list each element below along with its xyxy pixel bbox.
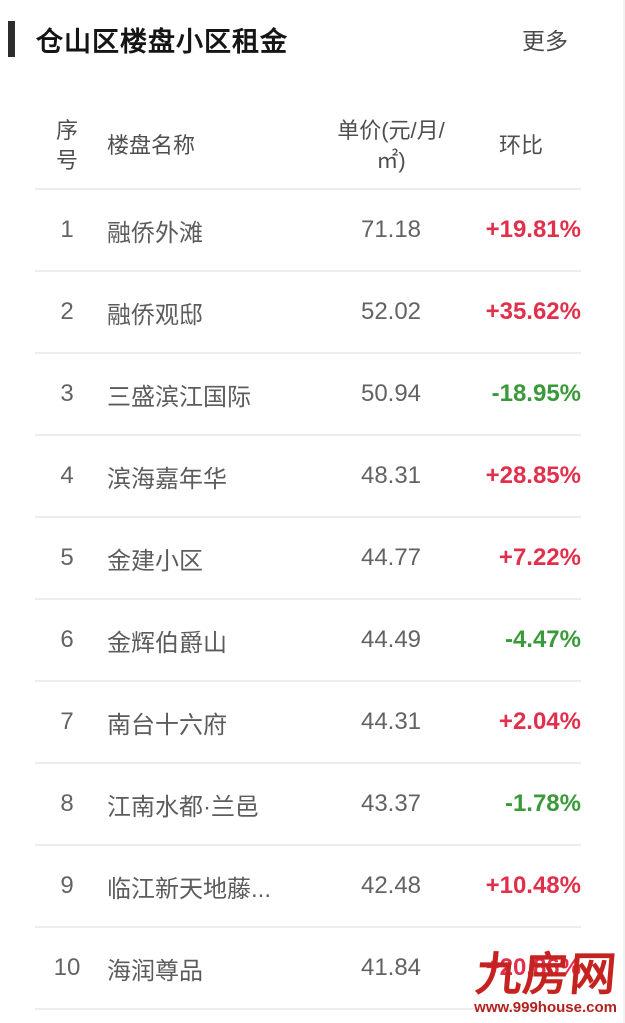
- property-name[interactable]: 三盛滨江国际: [107, 383, 251, 411]
- rent-price: 52.02: [360, 298, 422, 325]
- row-index: 9: [60, 872, 74, 899]
- panel-header: 仓山区楼盘小区租金 更多: [0, 0, 623, 58]
- change-percent: +35.62%: [485, 298, 581, 325]
- row-index: 2: [60, 298, 74, 325]
- table-row[interactable]: 3 三盛滨江国际 50.94 -18.95%: [35, 354, 581, 436]
- row-index: 4: [60, 462, 74, 489]
- row-index: 8: [60, 790, 74, 817]
- title-accent-bar: [8, 21, 15, 57]
- rent-price: 41.84: [360, 954, 422, 981]
- table-header-row: 序 号 楼盘名称 单价(元/月/ ㎡) 环比: [35, 104, 581, 190]
- row-index: 1: [60, 216, 74, 243]
- row-index: 7: [60, 708, 74, 735]
- change-percent: -18.95%: [491, 380, 581, 407]
- rent-price: 42.48: [360, 872, 422, 899]
- property-name[interactable]: 江南水都·兰邑: [107, 793, 259, 821]
- site-watermark: 九房网 www.999house.com: [473, 948, 620, 1016]
- property-name[interactable]: 金建小区: [107, 547, 203, 575]
- header-price: 单价(元/月/ ㎡): [337, 118, 445, 173]
- change-percent: -1.78%: [504, 790, 581, 817]
- property-name[interactable]: 融侨观邸: [107, 301, 203, 329]
- table-row[interactable]: 2 融侨观邸 52.02 +35.62%: [35, 272, 581, 354]
- change-percent: +19.81%: [485, 216, 581, 243]
- panel-title: 仓山区楼盘小区租金: [36, 26, 288, 57]
- row-index: 10: [53, 954, 81, 981]
- row-index: 5: [60, 544, 74, 571]
- header-index: 序 号: [55, 118, 78, 173]
- table-row[interactable]: 8 江南水都·兰邑 43.37 -1.78%: [35, 764, 581, 846]
- change-percent: +20.86%: [485, 954, 581, 981]
- header-name: 楼盘名称: [107, 133, 196, 158]
- change-percent: +28.85%: [485, 462, 581, 489]
- property-name[interactable]: 南台十六府: [107, 711, 227, 739]
- property-name[interactable]: 金辉伯爵山: [107, 629, 227, 657]
- property-name[interactable]: 融侨外滩: [107, 219, 203, 247]
- table-row[interactable]: 7 南台十六府 44.31 +2.04%: [35, 682, 581, 764]
- property-name[interactable]: 滨海嘉年华: [107, 465, 227, 493]
- rent-price: 44.77: [360, 544, 422, 571]
- change-percent: +10.48%: [485, 872, 581, 899]
- change-percent: +2.04%: [498, 708, 581, 735]
- rent-price: 44.31: [360, 708, 422, 735]
- more-link[interactable]: 更多: [522, 28, 568, 54]
- table-row[interactable]: 9 临江新天地藤... 42.48 +10.48%: [35, 846, 581, 928]
- table-row[interactable]: 1 融侨外滩 71.18 +19.81%: [35, 190, 581, 272]
- table-row[interactable]: 5 金建小区 44.77 +7.22%: [35, 518, 581, 600]
- row-index: 6: [60, 626, 74, 653]
- property-name[interactable]: 海润尊品: [107, 957, 203, 985]
- property-name[interactable]: 临江新天地藤...: [107, 875, 272, 903]
- rent-price: 50.94: [360, 380, 422, 407]
- rent-price: 44.49: [360, 626, 422, 653]
- table-row[interactable]: 6 金辉伯爵山 44.49 -4.47%: [35, 600, 581, 682]
- change-percent: +7.22%: [498, 544, 581, 571]
- rent-price: 71.18: [360, 216, 422, 243]
- table-row[interactable]: 4 滨海嘉年华 48.31 +28.85%: [35, 436, 581, 518]
- row-index: 3: [60, 380, 74, 407]
- change-percent: -4.47%: [504, 626, 581, 653]
- header-change: 环比: [498, 133, 543, 158]
- rent-price: 48.31: [360, 462, 422, 489]
- table-row[interactable]: 10 海润尊品 41.84 +20.86%: [35, 928, 581, 1010]
- site-logo: 九房网: [473, 948, 620, 1000]
- rent-price: 43.37: [360, 790, 422, 817]
- site-url: www.999house.com: [474, 999, 617, 1016]
